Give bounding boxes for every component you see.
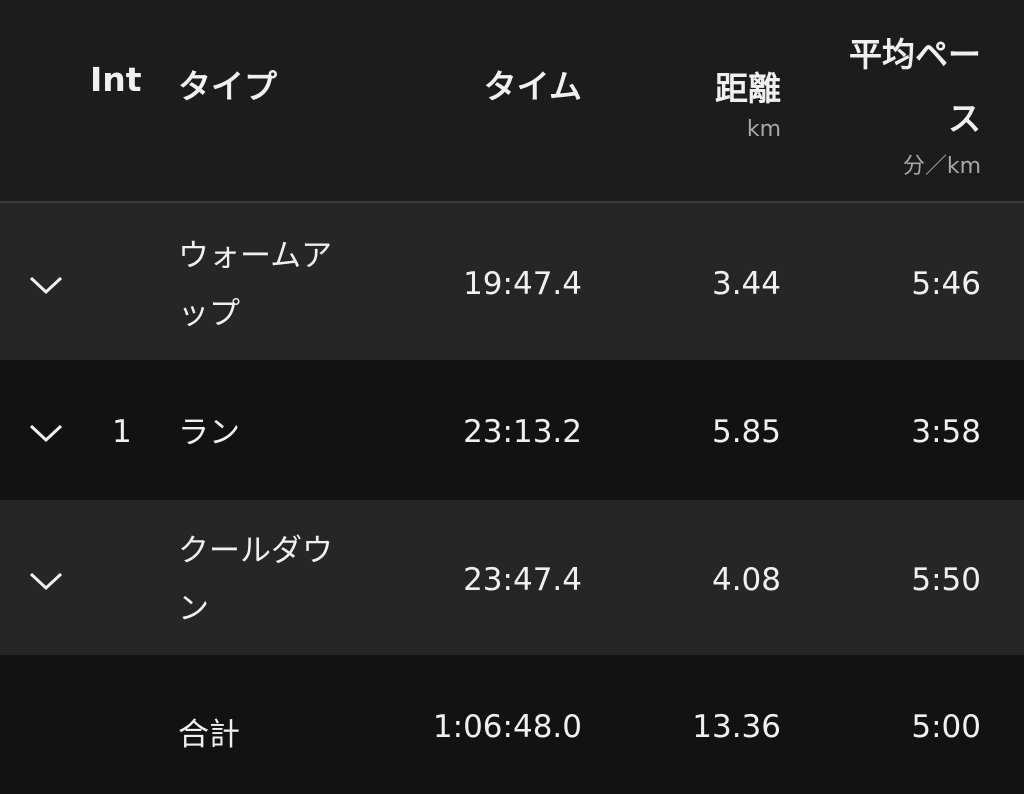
row-distance: 5.85: [711, 414, 781, 450]
row-pace: 5:50: [911, 562, 981, 598]
chevron-down-icon[interactable]: [28, 422, 64, 444]
row-type-line1: ラン: [178, 415, 240, 451]
table-header: Int タイプ タイム 距離 km 平均ペー ス 分／km: [0, 0, 1024, 203]
header-type: タイプ: [178, 67, 277, 106]
header-pace-line2: ス: [948, 99, 981, 138]
row-time: 23:47.4: [463, 562, 582, 598]
total-row: 合計 1:06:48.0 13.36 5:00: [0, 655, 1024, 794]
row-type: ラン: [178, 404, 378, 462]
row-int: 1: [112, 414, 132, 450]
total-pace: 5:00: [911, 709, 981, 745]
total-label: 合計: [178, 717, 240, 753]
row-distance: 3.44: [711, 266, 781, 302]
row-type-line1: ウォームア: [178, 238, 333, 274]
row-time: 23:13.2: [463, 414, 582, 450]
header-distance-unit: km: [746, 117, 781, 142]
row-time: 19:47.4: [463, 266, 582, 302]
row-type-line1: クールダウ: [178, 533, 333, 569]
row-type-line2: ン: [178, 591, 209, 627]
total-distance: 13.36: [692, 709, 781, 745]
row-distance: 4.08: [711, 562, 781, 598]
header-pace-unit: 分／km: [902, 154, 981, 179]
table-row[interactable]: クールダウン 23:47.4 4.08 5:50: [0, 500, 1024, 655]
row-type-line2: ップ: [178, 296, 240, 332]
table-row[interactable]: ウォームアップ 19:47.4 3.44 5:46: [0, 203, 1024, 360]
row-pace: 5:46: [911, 266, 981, 302]
total-time: 1:06:48.0: [432, 709, 582, 745]
table-row[interactable]: 1 ラン 23:13.2 5.85 3:58: [0, 360, 1024, 500]
header-distance: 距離: [715, 69, 781, 108]
chevron-down-icon[interactable]: [28, 274, 64, 296]
row-type: ウォームア ップ: [178, 227, 378, 343]
header-pace-line1: 平均ペー: [849, 35, 981, 74]
chevron-down-icon[interactable]: [28, 570, 64, 592]
row-type: クールダウン: [178, 522, 378, 638]
row-pace: 3:58: [911, 414, 981, 450]
header-int: Int: [90, 60, 142, 99]
header-time: タイム: [483, 67, 582, 106]
